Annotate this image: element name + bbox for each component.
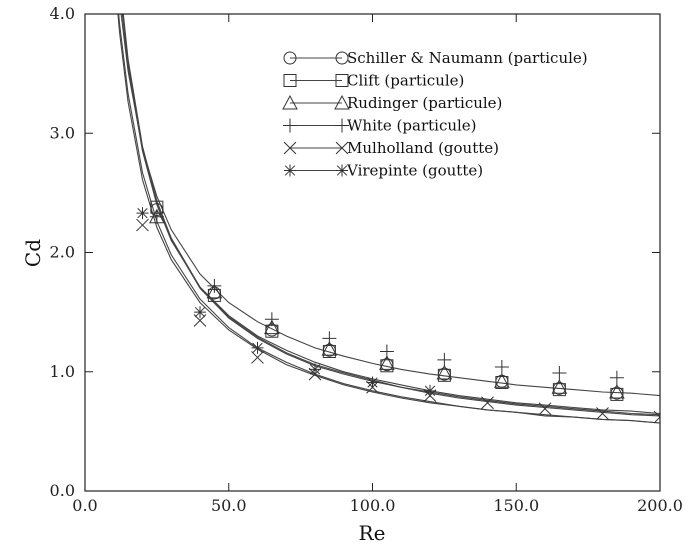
legend-marker-0 xyxy=(283,51,297,65)
x-axis-title: Re xyxy=(359,521,386,545)
series-4-point xyxy=(251,351,264,364)
series-4-point xyxy=(481,396,494,410)
series-5-point xyxy=(424,384,436,397)
y-tick-label: 4.0 xyxy=(50,4,75,23)
series-1-point xyxy=(610,387,624,401)
series-2-point xyxy=(551,379,568,394)
legend: Schiller & Naumann (particule) Clift (par… xyxy=(282,49,588,180)
series-3-point xyxy=(609,370,624,385)
x-tick-label: 100.0 xyxy=(350,496,396,515)
series-5-point xyxy=(309,363,321,376)
plot-markers xyxy=(136,200,660,424)
y-axis-ticks: 0.0 1.0 2.0 3.0 4.0 xyxy=(50,4,660,500)
series-3-point xyxy=(494,359,509,374)
legend-label-4: Mulholland (goutte) xyxy=(347,139,499,157)
legend-label-3: White (particule) xyxy=(347,117,477,135)
legend-marker-4 xyxy=(283,141,297,155)
series-line-2 xyxy=(121,14,660,415)
y-axis-title: Cd xyxy=(21,239,45,267)
plot-curves xyxy=(117,14,660,424)
series-2-point xyxy=(436,364,453,380)
legend-marker-4 xyxy=(335,141,349,155)
series-3-point xyxy=(207,278,222,293)
x-tick-label: 50.0 xyxy=(211,496,247,515)
plot-frame xyxy=(84,13,661,492)
legend-marker-0 xyxy=(335,51,349,65)
y-tick-label: 1.0 xyxy=(50,362,75,381)
y-tick-label: 2.0 xyxy=(50,243,75,262)
series-3-point xyxy=(437,352,452,367)
legend-marker-2 xyxy=(334,94,350,110)
series-2-point xyxy=(379,355,395,370)
series-4-point xyxy=(136,218,149,232)
y-tick-label: 3.0 xyxy=(50,123,75,142)
series-line-4 xyxy=(117,14,660,424)
series-3-point xyxy=(552,365,567,380)
series-1-point xyxy=(380,359,394,373)
series-4-point xyxy=(596,407,609,420)
series-1-point xyxy=(322,344,336,358)
series-3-point xyxy=(149,209,164,224)
legend-marker-1 xyxy=(283,74,297,87)
series-line-1 xyxy=(122,14,660,417)
legend-marker-3 xyxy=(335,118,349,133)
series-2-point xyxy=(264,319,280,335)
x-axis-ticks: 0.0 50.0 100.0 150.0 200.0 xyxy=(72,14,683,515)
legend-label-2: Rudinger (particule) xyxy=(347,94,502,112)
legend-label-1: Clift (particule) xyxy=(347,72,464,90)
series-4-point xyxy=(538,402,552,416)
series-5-point xyxy=(366,376,379,389)
x-tick-label: 0.0 xyxy=(72,496,97,515)
series-1-point xyxy=(437,368,451,382)
series-4-point xyxy=(653,410,660,424)
series-1-point xyxy=(552,383,566,397)
series-5-point xyxy=(251,341,264,354)
legend-label-0: Schiller & Naumann (particule) xyxy=(347,49,588,67)
legend-marker-1 xyxy=(335,74,349,87)
series-3-point xyxy=(322,331,337,346)
series-5-point xyxy=(136,207,149,220)
legend-marker-5 xyxy=(336,164,348,177)
x-tick-label: 150.0 xyxy=(493,496,539,515)
legend-marker-5 xyxy=(284,164,296,177)
legend-marker-2 xyxy=(282,94,298,110)
x-tick-label: 200.0 xyxy=(637,496,683,515)
series-2-point xyxy=(494,373,510,388)
series-2-point xyxy=(609,383,625,399)
y-tick-label: 0.0 xyxy=(50,481,75,500)
legend-label-5: Virepinte (goutte) xyxy=(346,162,483,180)
series-2-point xyxy=(321,341,338,356)
series-3-point xyxy=(379,344,394,359)
series-3-point xyxy=(264,312,279,327)
series-1-point xyxy=(495,375,509,389)
series-2-point xyxy=(206,283,223,299)
series-5-point xyxy=(194,306,206,319)
legend-marker-3 xyxy=(283,118,297,133)
